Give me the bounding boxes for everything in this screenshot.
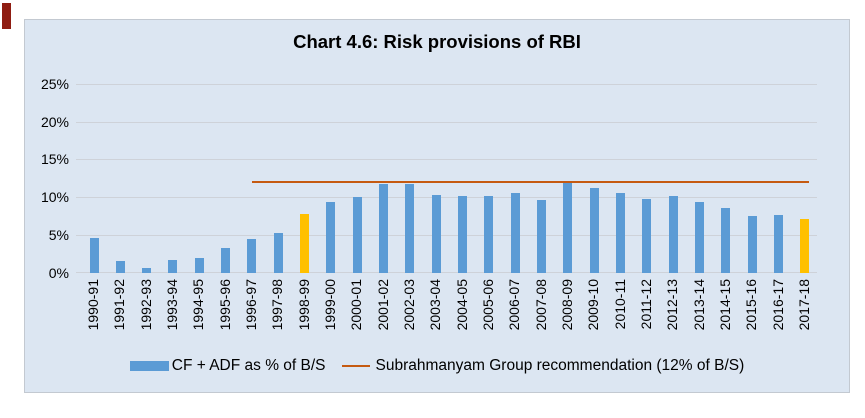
y-tick-20: 20%: [40, 113, 69, 130]
x-tick-1995-96: 1995-96: [216, 278, 233, 330]
bar-2003-04: [431, 194, 441, 273]
bar-series-legend-label: CF + ADF as % of B/S: [171, 357, 326, 374]
x-tick-2002-03: 2002-03: [400, 278, 417, 330]
chart-title: Chart 4.6: Risk provisions of RBI: [293, 31, 581, 52]
bar-1991-92: [115, 261, 125, 273]
x-tick-2016-17: 2016-17: [769, 278, 786, 330]
bar-1997-98: [273, 232, 283, 273]
x-tick-2008-09: 2008-09: [558, 278, 575, 330]
x-tick-1999-00: 1999-00: [321, 278, 338, 330]
gridline-20: [76, 121, 817, 123]
bar-2015-16: [747, 215, 757, 273]
bar-2017-18: [800, 218, 810, 273]
bar-1994-95: [194, 258, 204, 273]
x-tick-1997-98: 1997-98: [269, 278, 286, 330]
gridline-5: [76, 234, 817, 236]
x-tick-1990-91: 1990-91: [85, 278, 101, 330]
bar-2010-11: [616, 193, 626, 273]
x-tick-2003-04: 2003-04: [427, 278, 444, 330]
line-series-swatch: [341, 365, 370, 367]
bar-2013-14: [695, 202, 705, 273]
corner-mark: [2, 3, 11, 29]
x-tick-2017-18: 2017-18: [795, 278, 812, 330]
bar-2000-01: [352, 197, 362, 273]
chart-container: Chart 4.6: Risk provisions of RBI 25% 20%…: [24, 19, 850, 393]
bar-2012-13: [668, 195, 678, 273]
x-tick-2014-15: 2014-15: [716, 278, 733, 330]
y-tick-0: 0%: [48, 264, 69, 281]
bar-2006-07: [510, 193, 520, 273]
x-tick-2011-12: 2011-12: [637, 278, 654, 329]
bar-2016-17: [774, 215, 784, 273]
x-tick-2004-05: 2004-05: [453, 278, 470, 330]
bar-2007-08: [537, 200, 547, 273]
x-tick-2015-16: 2015-16: [743, 278, 760, 330]
x-tick-2001-02: 2001-02: [374, 278, 391, 330]
x-tick-2000-01: 2000-01: [348, 278, 365, 330]
line-series-legend-label: Subrahmanyam Group recommendation (12% o…: [375, 357, 745, 374]
x-tick-1996-97: 1996-97: [242, 278, 259, 330]
gridline-25: [76, 84, 817, 85]
y-tick-25: 25%: [40, 76, 69, 92]
bar-2002-03: [405, 184, 415, 273]
recommendation-reference-line: [251, 181, 810, 184]
x-tick-2005-06: 2005-06: [479, 278, 496, 330]
bar-2005-06: [484, 196, 494, 273]
bar-1998-99: [300, 214, 310, 273]
legend-item-line-series: Subrahmanyam Group recommendation (12% o…: [341, 357, 745, 375]
gridline-0: [76, 271, 817, 273]
plot-area: [76, 84, 817, 273]
x-tick-2006-07: 2006-07: [506, 278, 523, 330]
legend-item-bar-series: CF + ADF as % of B/S: [129, 357, 326, 375]
bar-1992-93: [142, 267, 152, 273]
x-tick-2012-13: 2012-13: [664, 278, 681, 330]
bar-2011-12: [642, 198, 652, 273]
bar-2001-02: [379, 183, 389, 273]
y-tick-5: 5%: [48, 226, 69, 243]
x-tick-1998-99: 1998-99: [295, 278, 312, 330]
bar-2004-05: [458, 195, 468, 273]
bar-1993-94: [168, 260, 178, 273]
gridline-10: [76, 197, 817, 199]
bar-2008-09: [563, 182, 573, 273]
bar-2009-10: [589, 188, 599, 273]
x-tick-1991-92: 1991-92: [111, 278, 128, 330]
bar-1995-96: [221, 247, 231, 273]
bar-2014-15: [721, 208, 731, 273]
bar-series-swatch: [129, 361, 169, 371]
gridline-15: [76, 159, 817, 161]
x-tick-1994-95: 1994-95: [190, 278, 207, 330]
bar-1999-00: [326, 202, 336, 273]
bar-1996-97: [247, 238, 257, 273]
x-tick-2010-11: 2010-11: [611, 278, 628, 329]
legend: CF + ADF as % of B/S Subrahmanyam Group …: [25, 357, 849, 375]
y-tick-10: 10%: [40, 189, 69, 206]
y-tick-15: 15%: [40, 151, 69, 168]
bar-1990-91: [89, 237, 99, 273]
x-tick-2009-10: 2009-10: [585, 278, 602, 330]
x-tick-2013-14: 2013-14: [690, 278, 707, 330]
x-tick-1993-94: 1993-94: [163, 278, 180, 330]
x-tick-1992-93: 1992-93: [137, 278, 154, 330]
x-tick-2007-08: 2007-08: [532, 278, 549, 330]
